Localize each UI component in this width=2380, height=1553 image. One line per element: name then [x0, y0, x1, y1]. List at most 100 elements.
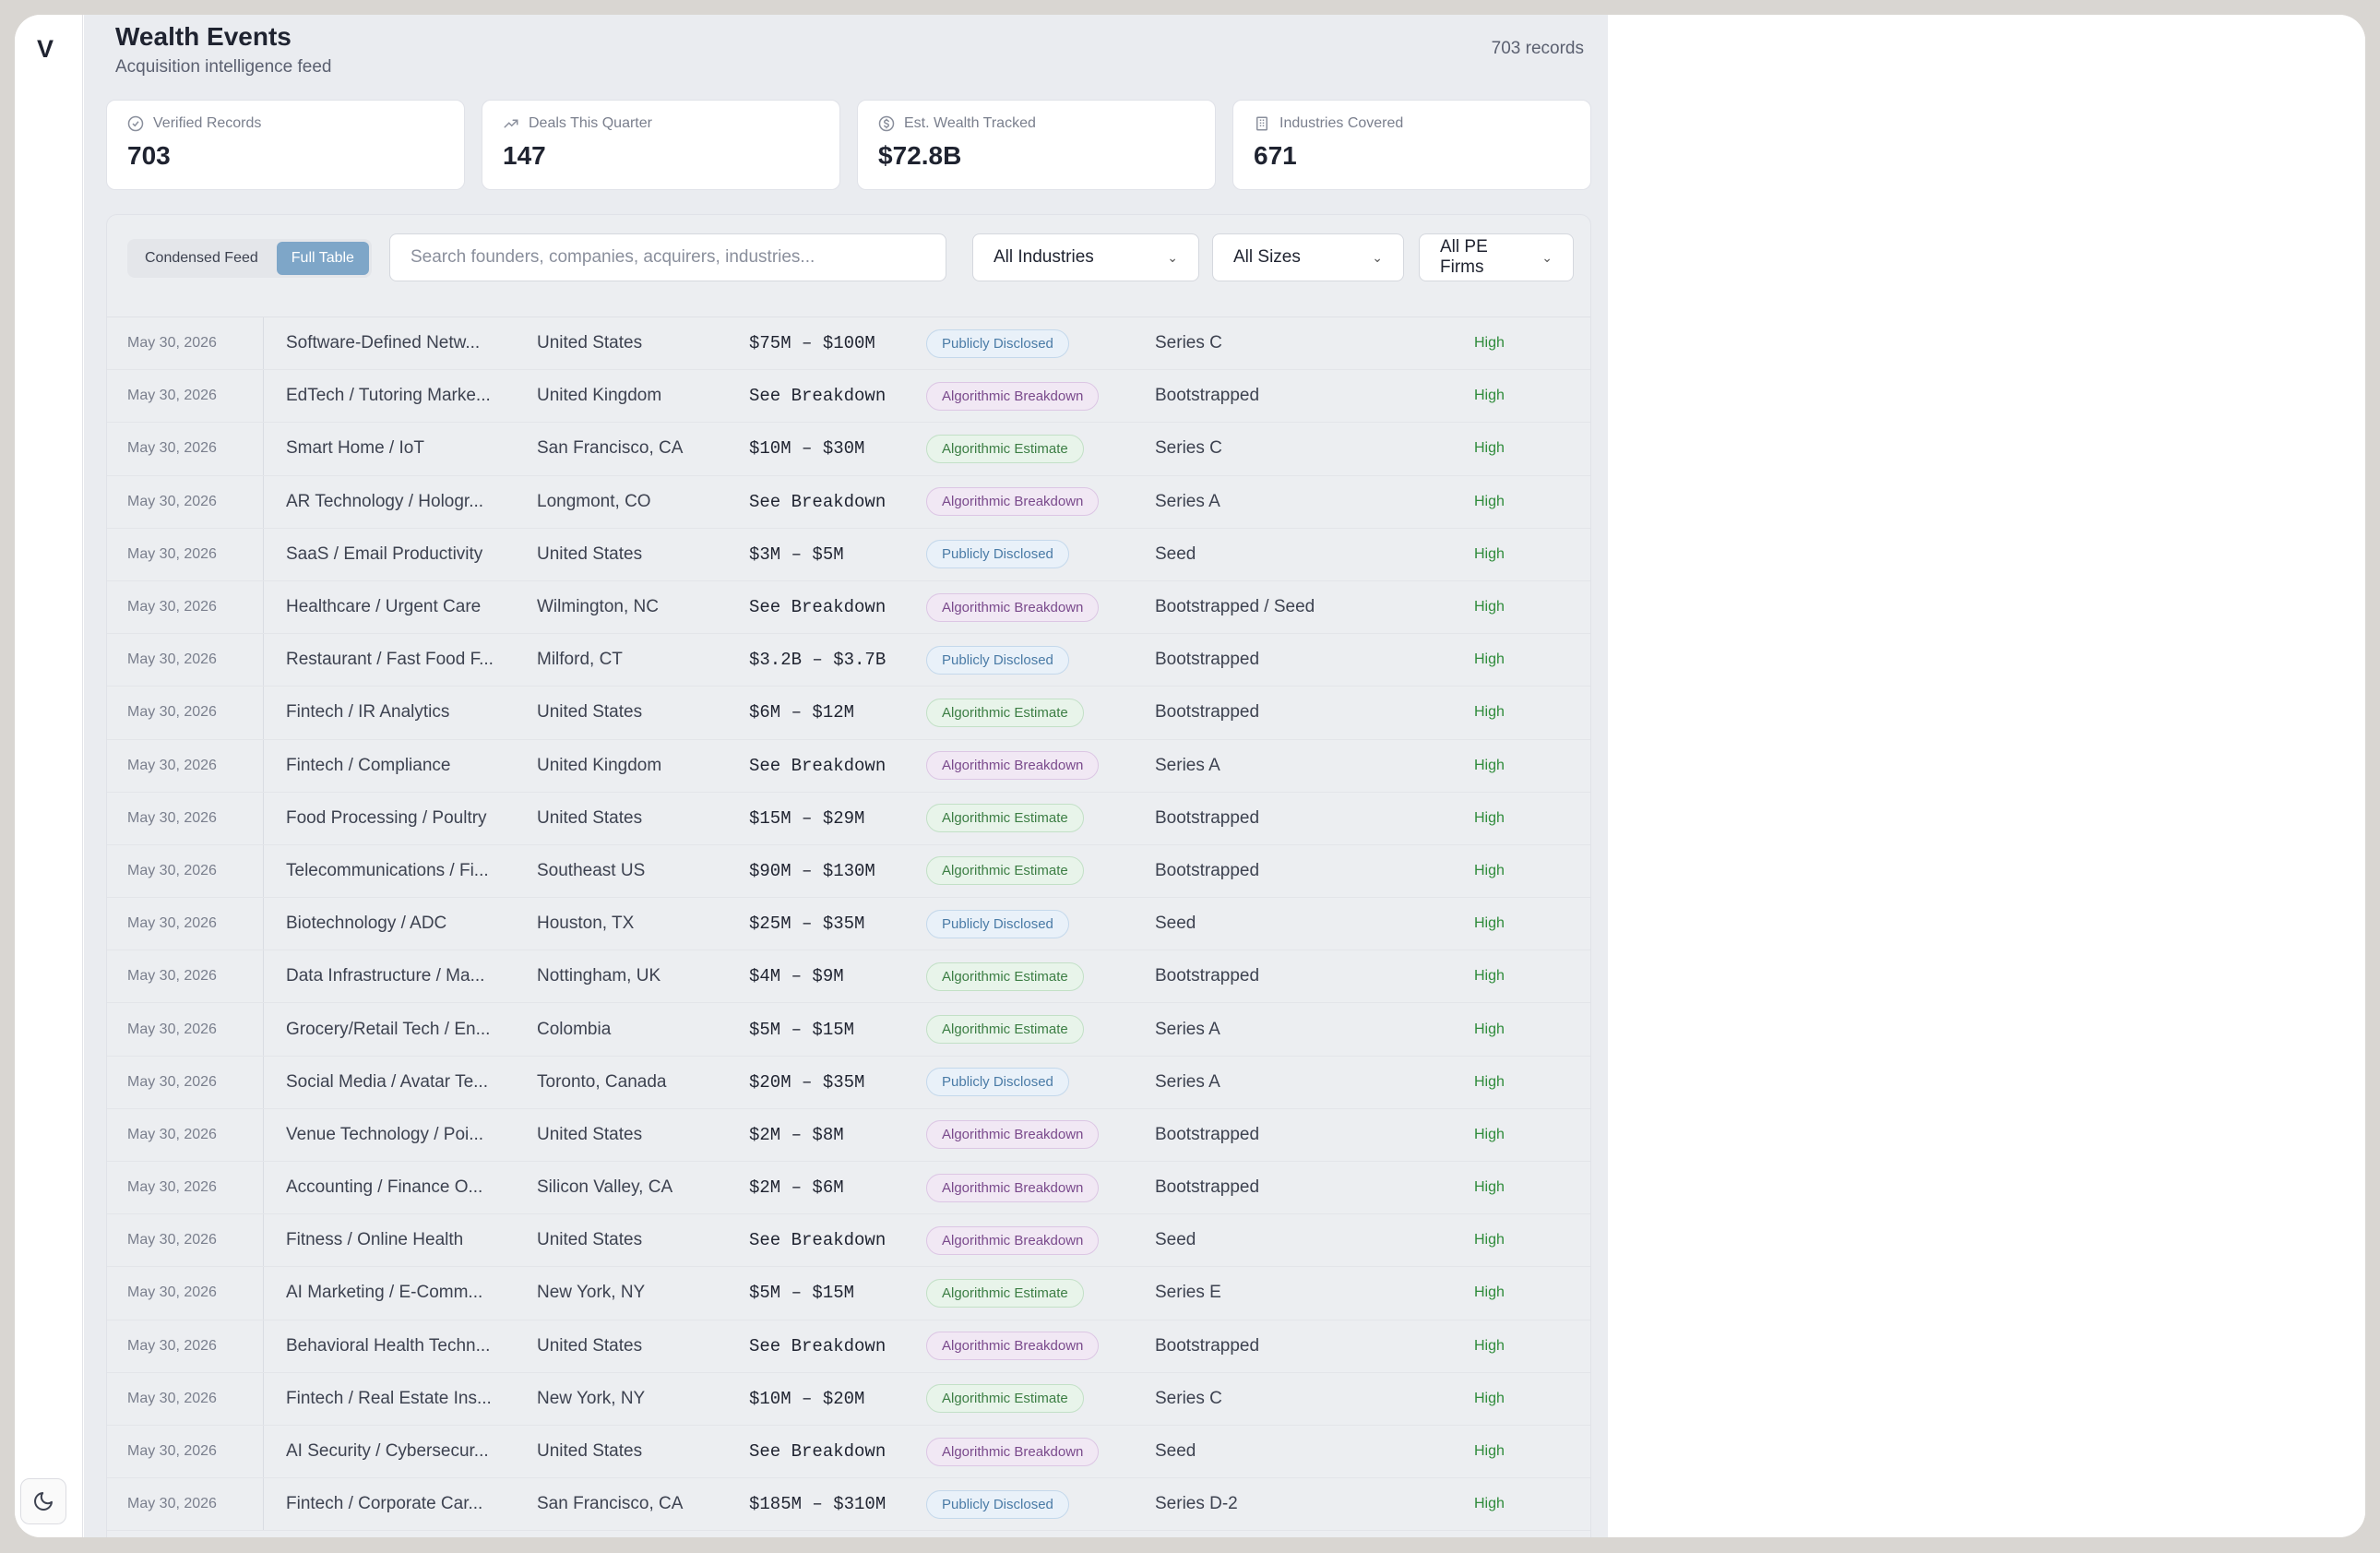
row-funding-stage: Bootstrapped	[1155, 860, 1260, 880]
row-confidence: High	[1474, 1179, 1505, 1196]
row-location: Silicon Valley, CA	[537, 1177, 673, 1198]
stat-label: Verified Records	[153, 115, 262, 131]
row-value-range: See Breakdown	[749, 491, 887, 512]
row-date: May 30, 2026	[107, 1267, 264, 1320]
table-row[interactable]: May 30, 2026 AI Security / Cybersecur...…	[107, 1425, 1590, 1479]
table-row[interactable]: May 30, 2026 Fintech / Compliance United…	[107, 739, 1590, 793]
table-row[interactable]: May 30, 2026 Behavioral Health Techn... …	[107, 1320, 1590, 1373]
row-source-cell: Algorithmic Estimate	[926, 1003, 1148, 1055]
app-logo[interactable]: V	[37, 35, 54, 63]
chevron-down-icon: ⌄	[1541, 249, 1553, 265]
row-industry: AI Marketing / E-Comm...	[286, 1283, 483, 1303]
table-row[interactable]: May 30, 2026 Social Media / Avatar Te...…	[107, 1056, 1590, 1109]
row-source-cell: Algorithmic Breakdown	[926, 370, 1148, 422]
full-table-button[interactable]: Full Table	[276, 242, 369, 275]
row-location: San Francisco, CA	[537, 438, 684, 459]
table-row[interactable]: May 30, 2026 Food Processing / Poultry U…	[107, 792, 1590, 845]
table-row[interactable]: May 30, 2026 Biotechnology / ADC Houston…	[107, 898, 1590, 951]
row-source-cell: Algorithmic Estimate	[926, 845, 1148, 897]
dollar-circle-icon	[878, 115, 895, 132]
table-row[interactable]: May 30, 2026 SaaS / Email Productivity U…	[107, 528, 1590, 581]
row-date: May 30, 2026	[107, 1056, 264, 1108]
row-funding-stage: Series A	[1155, 491, 1220, 511]
row-confidence: High	[1474, 915, 1505, 932]
row-funding-stage: Bootstrapped	[1155, 1335, 1260, 1356]
theme-toggle-button[interactable]	[20, 1478, 66, 1524]
row-value-range: $15M – $29M	[749, 807, 865, 829]
row-confidence: High	[1474, 440, 1505, 457]
row-value-range: See Breakdown	[749, 755, 887, 776]
table-row[interactable]: May 30, 2026 Fintech / IR Analytics Unit…	[107, 687, 1590, 740]
stat-value: $72.8B	[878, 141, 962, 170]
table-row[interactable]: May 30, 2026 AR Technology / Hologr... L…	[107, 475, 1590, 529]
table-row[interactable]: May 30, 2026 Telecommunications / Fi... …	[107, 844, 1590, 899]
row-funding-stage: Bootstrapped	[1155, 702, 1260, 723]
table-row[interactable]: May 30, 2026 Healthcare / Urgent Care Wi…	[107, 580, 1590, 635]
row-date: May 30, 2026	[107, 898, 264, 950]
table-row[interactable]: May 30, 2026 EdTech / Tutoring Marke... …	[107, 370, 1590, 424]
row-source-cell: Publicly Disclosed	[926, 1057, 1148, 1108]
row-value-range: $5M – $15M	[749, 1019, 855, 1040]
table-row[interactable]: May 30, 2026 Data Infrastructure / Ma...…	[107, 950, 1590, 1004]
table-row[interactable]: May 30, 2026 Smart Home / IoT San Franci…	[107, 423, 1590, 476]
row-value-range: $25M – $35M	[749, 914, 865, 935]
row-funding-stage: Series C	[1155, 438, 1222, 459]
check-circle-icon	[127, 115, 144, 132]
row-industry: Data Infrastructure / Ma...	[286, 966, 485, 986]
row-source-cell: Algorithmic Estimate	[926, 950, 1148, 1002]
row-source-cell: Algorithmic Estimate	[926, 687, 1148, 738]
records-count: 703 records	[1491, 39, 1584, 58]
source-badge: Algorithmic Estimate	[926, 434, 1084, 463]
table-row[interactable]: May 30, 2026 AI Marketing / E-Comm... Ne…	[107, 1267, 1590, 1320]
row-industry: Fintech / Compliance	[286, 755, 451, 775]
source-badge: Algorithmic Breakdown	[926, 487, 1100, 517]
row-industry: Grocery/Retail Tech / En...	[286, 1019, 491, 1039]
row-industry: Fintech / Corporate Car...	[286, 1494, 483, 1514]
row-industry: Software-Defined Netw...	[286, 333, 481, 353]
row-date: May 30, 2026	[107, 1372, 264, 1425]
row-date: May 30, 2026	[107, 792, 264, 844]
row-funding-stage: Seed	[1155, 1441, 1196, 1462]
source-badge: Publicly Disclosed	[926, 1068, 1069, 1097]
source-badge: Algorithmic Breakdown	[926, 1173, 1100, 1202]
industries-filter[interactable]: All Industries ⌄	[972, 233, 1199, 281]
pe-firms-filter[interactable]: All PE Firms ⌄	[1419, 233, 1574, 281]
row-date: May 30, 2026	[107, 580, 264, 634]
row-funding-stage: Bootstrapped	[1155, 1177, 1260, 1198]
stat-value: 703	[127, 141, 171, 170]
row-value-range: $20M – $35M	[749, 1071, 865, 1093]
sizes-filter[interactable]: All Sizes ⌄	[1212, 233, 1404, 281]
row-value-range: $10M – $30M	[749, 438, 865, 460]
row-date: May 30, 2026	[107, 370, 264, 423]
condensed-feed-button[interactable]: Condensed Feed	[145, 250, 258, 266]
row-location: Wilmington, NC	[537, 597, 659, 617]
row-industry: AR Technology / Hologr...	[286, 491, 484, 511]
stat-card-industries-covered: Industries Covered 671	[1232, 100, 1591, 190]
row-date: May 30, 2026	[107, 634, 264, 687]
industries-filter-value: All Industries	[994, 247, 1094, 267]
row-location: San Francisco, CA	[537, 1494, 684, 1514]
row-confidence: High	[1474, 809, 1505, 826]
table-row[interactable]: May 30, 2026 Software-Defined Netw... Un…	[107, 317, 1590, 371]
table-row[interactable]: May 30, 2026 Fintech / Real Estate Ins..…	[107, 1372, 1590, 1426]
table-row[interactable]: May 30, 2026 Venue Technology / Poi... U…	[107, 1108, 1590, 1162]
table-row[interactable]: May 30, 2026 Accounting / Finance O... S…	[107, 1162, 1590, 1215]
search-input[interactable]	[389, 233, 946, 281]
row-source-cell: Algorithmic Breakdown	[926, 1162, 1148, 1213]
table-row[interactable]: May 30, 2026 Fintech / Corporate Car... …	[107, 1478, 1590, 1532]
row-date: May 30, 2026	[107, 1162, 264, 1214]
table-row[interactable]: May 30, 2026 Fitness / Online Health Uni…	[107, 1214, 1590, 1268]
row-source-cell: Publicly Disclosed	[926, 317, 1148, 369]
row-industry: Behavioral Health Techn...	[286, 1335, 491, 1356]
row-funding-stage: Series C	[1155, 1388, 1222, 1408]
table-row[interactable]: May 30, 2026 Restaurant / Fast Food F...…	[107, 634, 1590, 687]
chevron-down-icon: ⌄	[1167, 249, 1178, 265]
app-window: V Wealth Events Acquisition intelligence…	[15, 15, 2365, 1537]
stat-card-est-wealth-tracked: Est. Wealth Tracked $72.8B	[857, 100, 1216, 190]
row-source-cell: Algorithmic Breakdown	[926, 1320, 1148, 1372]
row-confidence: High	[1474, 599, 1505, 615]
table-row[interactable]: May 30, 2026 Grocery/Retail Tech / En...…	[107, 1003, 1590, 1057]
row-location: Colombia	[537, 1019, 612, 1039]
row-date: May 30, 2026	[107, 475, 264, 528]
source-badge: Algorithmic Breakdown	[926, 1225, 1100, 1255]
